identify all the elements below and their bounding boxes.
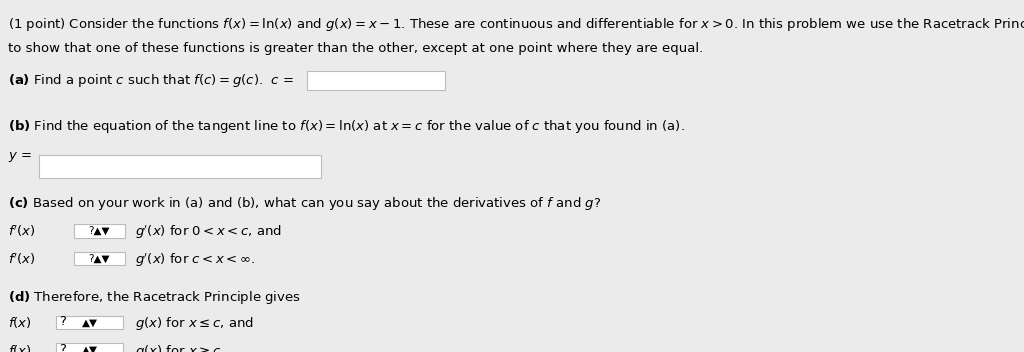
Text: ▲▼: ▲▼	[82, 345, 97, 352]
Text: $f(x)$: $f(x)$	[8, 315, 32, 330]
FancyBboxPatch shape	[56, 316, 123, 329]
Text: $g(x)$ for $x \leq c$, and: $g(x)$ for $x \leq c$, and	[135, 315, 254, 332]
Text: to show that one of these functions is greater than the other, except at one poi: to show that one of these functions is g…	[8, 42, 703, 55]
Text: $g(x)$ for $x \geq c$.: $g(x)$ for $x \geq c$.	[135, 343, 224, 352]
FancyBboxPatch shape	[56, 343, 123, 352]
Text: (1 point) Consider the functions $f(x) = \mathrm{ln}(x)$ and $g(x) = x - 1$. The: (1 point) Consider the functions $f(x) =…	[8, 16, 1024, 33]
Text: $\mathbf{(d)}$ Therefore, the Racetrack Principle gives: $\mathbf{(d)}$ Therefore, the Racetrack …	[8, 289, 301, 306]
Text: ▲▼: ▲▼	[82, 318, 97, 327]
Text: $f'(x)$: $f'(x)$	[8, 224, 36, 239]
Text: ?▲▼: ?▲▼	[89, 253, 110, 263]
Text: $f'(x)$: $f'(x)$	[8, 252, 36, 267]
Text: $f(x)$: $f(x)$	[8, 343, 32, 352]
FancyBboxPatch shape	[74, 252, 125, 265]
Text: ?: ?	[59, 315, 67, 328]
Text: $\mathbf{(c)}$ Based on your work in (a) and (b), what can you say about the der: $\mathbf{(c)}$ Based on your work in (a)…	[8, 195, 601, 212]
Text: $y$ =: $y$ =	[8, 150, 32, 164]
FancyBboxPatch shape	[74, 224, 125, 238]
Text: $g'(x)$ for $c < x < \infty$.: $g'(x)$ for $c < x < \infty$.	[135, 252, 255, 269]
Text: ?: ?	[59, 343, 67, 352]
Text: $\mathbf{(b)}$ Find the equation of the tangent line to $f(x) = \mathrm{ln}(x)$ : $\mathbf{(b)}$ Find the equation of the …	[8, 118, 685, 135]
FancyBboxPatch shape	[307, 71, 445, 90]
Text: $\mathbf{(a)}$ Find a point $c$ such that $f(c) = g(c)$.  $c$ =: $\mathbf{(a)}$ Find a point $c$ such tha…	[8, 72, 294, 89]
Text: $g'(x)$ for $0 < x < c$, and: $g'(x)$ for $0 < x < c$, and	[135, 224, 283, 241]
Text: ?▲▼: ?▲▼	[89, 226, 110, 236]
FancyBboxPatch shape	[39, 155, 321, 178]
